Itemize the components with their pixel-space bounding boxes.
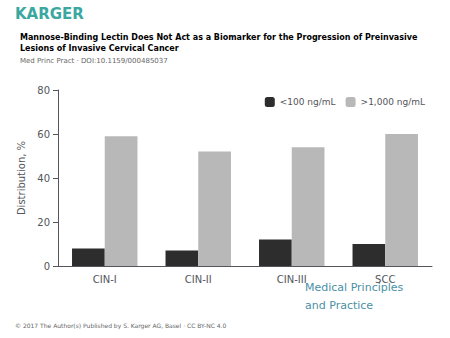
svg-text:Med Princ Pract · DOI:10.1159/: Med Princ Pract · DOI:10.1159/000485037 bbox=[20, 57, 168, 65]
svg-text:CIN-I: CIN-I bbox=[93, 274, 117, 285]
svg-text:>1,000 ng/mL: >1,000 ng/mL bbox=[361, 97, 425, 107]
svg-text:CIN-II: CIN-II bbox=[185, 274, 212, 285]
svg-text:20: 20 bbox=[37, 217, 50, 228]
svg-text:Mannose-Binding Lectin Does No: Mannose-Binding Lectin Does Not Act as a… bbox=[20, 33, 418, 42]
svg-text:KARGER: KARGER bbox=[15, 5, 84, 23]
svg-text:Lesions of Invasive Cervical C: Lesions of Invasive Cervical Cancer bbox=[20, 44, 179, 53]
svg-text:60: 60 bbox=[37, 129, 50, 140]
svg-text:CIN-III: CIN-III bbox=[277, 274, 307, 285]
svg-text:Medical Principles: Medical Principles bbox=[305, 281, 404, 294]
svg-text:0: 0 bbox=[44, 261, 50, 272]
svg-text:40: 40 bbox=[37, 173, 50, 184]
svg-text:80: 80 bbox=[37, 85, 50, 96]
svg-text:<100 ng/mL: <100 ng/mL bbox=[280, 97, 336, 107]
svg-text:Distribution, %: Distribution, % bbox=[16, 141, 27, 215]
svg-text:SCC: SCC bbox=[375, 274, 395, 285]
svg-text:© 2017 The Author(s) Published: © 2017 The Author(s) Published by S. Kar… bbox=[15, 322, 226, 330]
svg-text:and Practice: and Practice bbox=[305, 299, 373, 312]
